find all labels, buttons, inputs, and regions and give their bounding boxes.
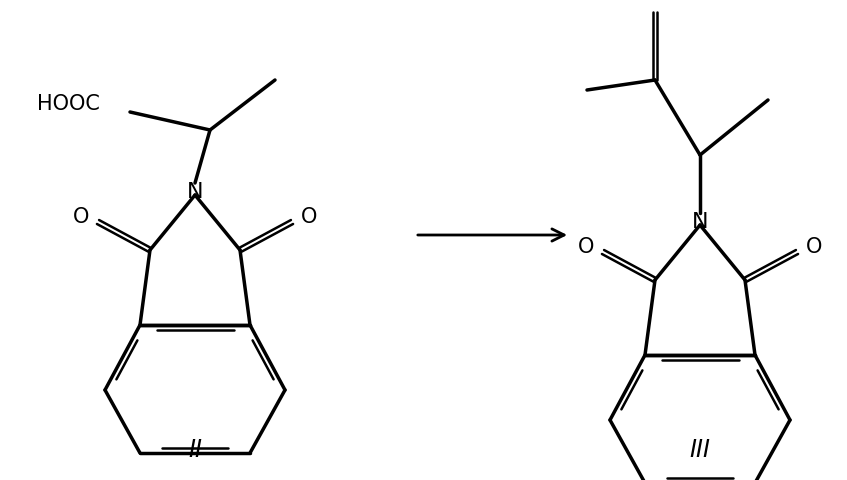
Text: O: O [647,0,663,2]
Text: N: N [186,182,203,202]
Text: O: O [301,207,317,227]
Text: III: III [689,438,711,462]
Text: II: II [188,438,202,462]
Text: HOOC: HOOC [37,94,100,114]
Text: O: O [578,237,595,257]
Text: O: O [805,237,822,257]
Text: O: O [73,207,89,227]
Text: N: N [692,212,708,232]
